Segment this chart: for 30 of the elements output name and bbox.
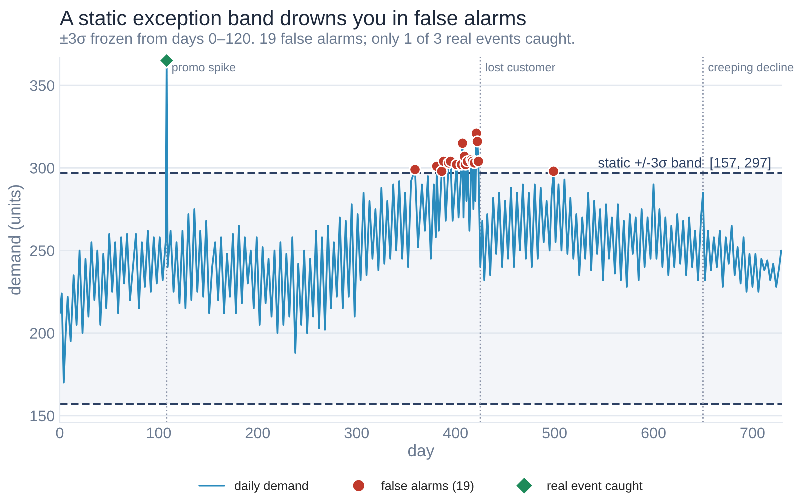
point [548,165,560,178]
y-axis-title: demand (units) [8,185,24,295]
ref-line-label: static +/-3σ band [157, 297] [598,158,771,171]
x-axis-title: day [408,444,435,460]
x-tick-label: 0 [56,428,64,439]
x-tick-label: 600 [642,428,666,439]
x-tick-label: 100 [147,428,172,439]
x-tick-label: 200 [246,428,270,439]
chart-title: A static exception band drowns you in false alarms [60,10,526,30]
ref-line-label: creeping decline [708,62,794,74]
y-tick-label: 250 [30,246,55,256]
ref-line-label: promo spike [172,62,236,74]
legend-label: false alarms (19) [382,481,474,493]
point [472,136,484,148]
y-tick-label: 300 [30,163,55,174]
ref-line-label: lost customer [486,62,556,72]
x-tick-label: 700 [740,428,765,439]
point [456,137,469,150]
point [409,164,422,176]
x-tick-label: 300 [344,428,370,439]
y-tick-label: 350 [30,80,55,92]
legend-label: daily demand [235,481,308,493]
point [436,165,448,178]
x-tick-label: 500 [542,428,567,439]
point [472,155,485,168]
y-tick-label: 200 [30,328,55,339]
y-tick-label: 150 [30,410,55,422]
legend-label: real event caught [548,481,643,493]
chart-subtitle: ±3σ frozen from days 0–120. 19 false alarms; only 1 of 3 real events caught. [60,32,574,48]
x-tick-label: 400 [443,428,468,439]
